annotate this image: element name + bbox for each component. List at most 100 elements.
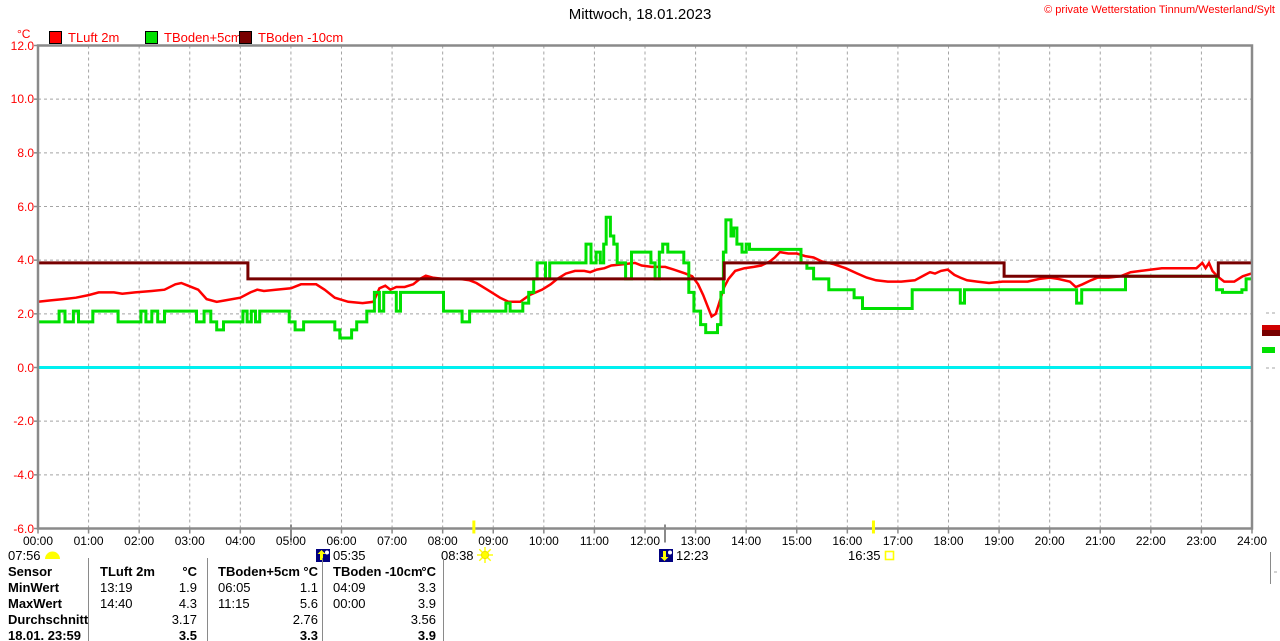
legend-swatch-tboden5	[145, 31, 158, 44]
min-val-tboden10: 3.3	[417, 580, 436, 595]
y-axis-label: -2.0	[13, 414, 34, 429]
y-axis-label: 6.0	[17, 199, 34, 214]
x-axis-label: 20:00	[1034, 534, 1065, 548]
sunset-time: 16:35	[848, 547, 881, 563]
table-divider	[207, 558, 208, 641]
legend-item-tluft: TLuft 2m	[49, 30, 120, 45]
x-axis-label: 24:00	[1236, 534, 1268, 548]
legend-label-tboden10: TBoden -10cm	[258, 30, 344, 45]
min-val-tboden5: 1.1	[299, 580, 318, 595]
col-header-tboden5: TBoden+5cm	[218, 564, 300, 579]
x-axis-label: 01:00	[73, 534, 104, 548]
dawn-time: 07:56	[8, 547, 41, 563]
avg-val-tboden5: 2.76	[292, 612, 318, 627]
moonset-flag-icon	[659, 548, 673, 562]
table-row-label-minwert: MinWert	[8, 580, 60, 595]
table-row-header-sensor: Sensor	[8, 564, 53, 579]
last-val-tboden10: 3.9	[417, 628, 436, 641]
max-time-tboden5: 11:15	[218, 596, 250, 611]
page-title: Mittwoch, 18.01.2023	[568, 6, 712, 23]
y-axis-label: -6.0	[13, 521, 34, 536]
moonrise-time: 05:35	[333, 547, 366, 563]
sunset-square-icon	[884, 550, 894, 560]
sunrise-time: 08:38	[441, 547, 474, 563]
avg-val-tboden10: 3.56	[410, 612, 436, 627]
min-time-tboden5: 06:05	[218, 580, 251, 595]
col-header-tboden10: TBoden -10cm	[333, 564, 423, 579]
x-axis-label: 17:00	[882, 534, 913, 548]
legend-label-tluft: TLuft 2m	[68, 30, 120, 45]
table-divider	[322, 558, 323, 641]
table-divider	[443, 558, 444, 641]
y-axis-label: 12.0	[10, 38, 34, 53]
table-divider	[88, 558, 89, 641]
moonrise-flag-icon	[316, 548, 330, 562]
moonrise-marker: 05:35	[316, 547, 366, 563]
x-axis-label: 07:00	[377, 534, 408, 548]
table-row-label-maxwert: MaxWert	[8, 596, 62, 611]
x-axis-label: 12:00	[629, 534, 661, 548]
legend-swatch-tboden10	[239, 31, 252, 44]
x-axis-label: 02:00	[124, 534, 155, 548]
x-axis-label: 23:00	[1186, 534, 1217, 548]
x-axis-label: 19:00	[984, 534, 1015, 548]
max-time-tluft: 14:40	[100, 596, 133, 611]
x-axis-label: 09:00	[478, 534, 509, 548]
x-axis-label: 00:00	[22, 534, 54, 548]
copyright-note: © private Wetterstation Tinnum/Westerlan…	[1044, 4, 1275, 16]
x-axis-label: 15:00	[781, 534, 812, 548]
dawn-marker: 07:56	[8, 547, 61, 563]
right-marker-tboden10	[1262, 330, 1280, 336]
sunrise-marker: 08:38	[441, 547, 493, 563]
last-val-tluft: 3.5	[178, 628, 197, 641]
col-unit-tluft: °C	[182, 564, 197, 579]
y-axis-label: 8.0	[17, 145, 34, 160]
y-axis-label: 10.0	[10, 92, 34, 107]
x-axis-label: 13:00	[680, 534, 711, 548]
table-divider	[1270, 552, 1271, 584]
x-axis-label: 11:00	[579, 534, 609, 548]
x-axis-label: 10:00	[528, 534, 559, 548]
max-time-tboden10: 00:00	[333, 596, 366, 611]
sunset-marker: 16:35	[848, 547, 895, 563]
max-val-tluft: 4.3	[178, 596, 197, 611]
x-axis-label: 06:00	[326, 534, 357, 548]
x-axis-label: 05:00	[275, 534, 306, 548]
last-val-tboden5: 3.3	[299, 628, 318, 641]
x-axis-label: 03:00	[174, 534, 205, 548]
min-time-tluft: 13:19	[100, 580, 133, 595]
max-val-tboden5: 5.6	[299, 596, 318, 611]
right-marker-tboden5	[1262, 347, 1275, 353]
col-unit-tboden10: °C	[421, 564, 436, 579]
moonset-time: 12:23	[676, 547, 709, 563]
x-axis-label: 18:00	[933, 534, 964, 548]
col-header-tluft: TLuft 2m	[100, 564, 155, 579]
legend-item-tboden10: TBoden -10cm	[239, 30, 344, 45]
col-unit-tboden5: °C	[303, 564, 318, 579]
x-axis-label: 08:00	[427, 534, 458, 548]
x-axis-label: 16:00	[832, 534, 863, 548]
table-row-label-durchschnitt: Durchschnitt	[8, 612, 89, 627]
y-axis-unit-label: °C	[17, 27, 31, 41]
avg-val-tluft: 3.17	[171, 612, 197, 627]
y-axis-label: 2.0	[17, 306, 34, 321]
dawn-sun-icon	[44, 551, 60, 559]
legend-item-tboden5: TBoden+5cm	[145, 30, 242, 45]
y-axis-label: -4.0	[13, 467, 34, 482]
x-axis-label: 22:00	[1135, 534, 1166, 548]
series-line-tboden-10cm	[38, 261, 1252, 281]
right-marker-tluft	[1262, 325, 1280, 330]
table-row-label-lasttime: 18.01. 23:59	[8, 628, 82, 641]
x-axis-label: 14:00	[731, 534, 762, 548]
y-axis-label: 4.0	[17, 253, 34, 268]
x-axis-label: 21:00	[1085, 534, 1116, 548]
max-val-tboden10: 3.9	[417, 596, 436, 611]
moonset-marker: 12:23	[659, 547, 709, 563]
x-axis-label: 04:00	[225, 534, 256, 548]
legend-swatch-tluft	[49, 31, 62, 44]
y-axis-label: 0.0	[17, 360, 34, 375]
min-val-tluft: 1.9	[178, 580, 197, 595]
sunrise-sun-icon	[476, 547, 493, 563]
